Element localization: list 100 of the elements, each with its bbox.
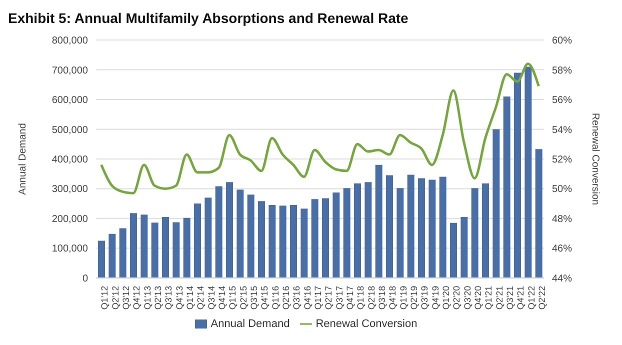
bar	[311, 199, 318, 278]
bar	[162, 216, 169, 278]
y2-tick-label: 52%	[552, 154, 572, 166]
x-tick-label: Q1'18	[356, 286, 366, 310]
bar	[439, 176, 446, 278]
bar	[172, 222, 180, 278]
x-tick-label: Q1'22	[526, 286, 536, 310]
x-tick-label: Q3'13	[164, 286, 174, 310]
bar	[236, 190, 244, 278]
x-tick-label: Q4'15	[260, 286, 270, 310]
y-tick-label: 600,000	[52, 95, 88, 106]
y2-tick-label: 46%	[552, 244, 572, 255]
bar	[130, 213, 137, 278]
y2-axis-title: Renewal Conversion	[589, 112, 600, 206]
y-tick-label: 800,000	[52, 36, 88, 47]
x-tick-label: Q4'21	[516, 286, 526, 310]
x-tick-label: Q3'21	[505, 286, 516, 310]
y2-tick-label: 56%	[552, 95, 572, 106]
bar	[279, 206, 286, 278]
legend-label: Annual Demand	[210, 318, 290, 330]
bar	[300, 208, 308, 278]
bar	[258, 201, 265, 278]
x-tick-label: Q2'12	[110, 286, 120, 310]
y-tick-label: 400,000	[52, 154, 88, 166]
x-tick-label: Q4'14	[217, 286, 228, 310]
bar	[503, 96, 510, 278]
y-tick-label: 500,000	[52, 124, 88, 136]
x-tick-label: Q1'12	[100, 286, 110, 310]
x-tick-label: Q4'13	[174, 286, 184, 310]
bar	[375, 164, 382, 278]
x-tick-label: Q2'15	[238, 286, 248, 310]
x-tick-label: Q2'18	[366, 286, 376, 310]
bar	[354, 183, 361, 278]
bar	[108, 234, 116, 278]
y-tick-label: 100,000	[52, 244, 88, 255]
x-tick-label: Q4'12	[132, 286, 142, 310]
x-tick-label: Q2'14	[196, 286, 206, 310]
x-tick-label: Q1'15	[228, 286, 238, 310]
x-tick-label: Q3'12	[121, 286, 132, 310]
x-tick-label: Q3'16	[292, 286, 302, 310]
bar	[215, 186, 222, 278]
x-tick-label: Q1'19	[398, 286, 408, 310]
x-tick-label: Q2'21	[494, 286, 504, 310]
y-tick-label: 700,000	[52, 65, 88, 76]
bar	[194, 204, 201, 278]
y-axis-title: Annual Demand	[18, 123, 29, 195]
x-tick-label: Q2'20	[452, 286, 462, 310]
x-tick-label: Q2'13	[153, 286, 164, 310]
x-tick-label: Q2'19	[409, 286, 420, 310]
x-tick-label: Q1'20	[441, 286, 452, 310]
bar	[460, 216, 468, 278]
y2-tick-label: 60%	[552, 36, 572, 47]
x-tick-label: Q3'15	[249, 286, 260, 310]
bar	[492, 129, 500, 278]
y-tick-label: 200,000	[52, 214, 88, 225]
bar	[204, 198, 212, 278]
chart-title: Exhibit 5: Annual Multifamily Absorptions and Renewal Rate	[8, 9, 410, 28]
bar	[482, 183, 489, 278]
bar	[226, 182, 233, 278]
x-tick-label: Q3'18	[377, 286, 388, 310]
bar	[322, 198, 329, 278]
x-tick-label: Q3'17	[334, 286, 344, 310]
line-series	[100, 62, 540, 194]
x-tick-label: Q1'13	[142, 286, 152, 310]
y2-tick-label: 48%	[552, 214, 572, 225]
bar	[386, 175, 393, 278]
bar	[119, 228, 126, 278]
bar	[535, 149, 542, 278]
x-tick-label: Q1'16	[270, 286, 280, 310]
y2-tick-label: 58%	[552, 65, 572, 76]
x-tick-label: Q2'22	[537, 286, 548, 310]
x-tick-label: Q2'16	[281, 286, 292, 310]
bar	[418, 178, 425, 278]
x-tick-label: Q1'14	[185, 286, 196, 310]
bar	[428, 180, 436, 278]
bar	[524, 66, 532, 278]
bar	[98, 240, 105, 278]
bar	[364, 182, 372, 278]
bar	[471, 188, 478, 278]
x-tick-label: Q4'17	[345, 286, 356, 310]
legend-label: Renewal Conversion	[316, 318, 418, 330]
x-tick-label: Q1'21	[484, 286, 494, 310]
y-tick-label: 0	[82, 273, 88, 284]
x-tick-label: Q4'18	[388, 286, 398, 310]
x-tick-label: Q3'14	[206, 286, 216, 310]
y2-tick-label: 54%	[552, 124, 572, 136]
x-tick-label: Q4'16	[302, 286, 312, 310]
x-tick-label: Q3'20	[462, 286, 472, 310]
x-tick-label: Q2'17	[324, 286, 334, 310]
bar	[268, 205, 276, 278]
bar	[343, 188, 350, 278]
x-tick-label: Q4'20	[473, 286, 484, 310]
x-tick-label: Q3'19	[420, 286, 430, 310]
bar	[396, 188, 404, 278]
bar	[514, 72, 521, 278]
bar	[247, 194, 254, 278]
y2-tick-label: 50%	[552, 184, 572, 196]
x-tick-label: Q4'19	[430, 286, 440, 310]
bar	[407, 174, 414, 278]
bar	[183, 218, 190, 278]
